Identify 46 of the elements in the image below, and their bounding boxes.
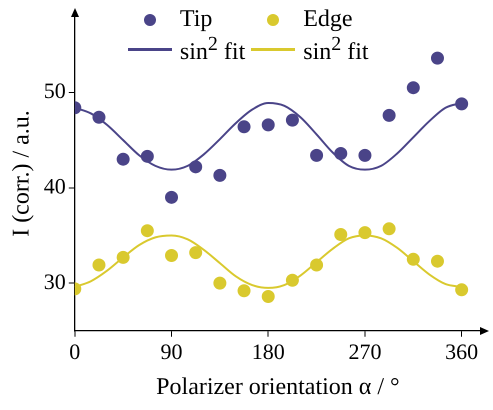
point: [165, 190, 178, 204]
y-tick-label: 50: [44, 78, 66, 104]
point: [286, 274, 299, 287]
point: [455, 97, 468, 110]
x-tick-label: 270: [348, 338, 382, 364]
legend-label: Edge: [303, 6, 353, 34]
point: [455, 283, 468, 296]
point: [92, 258, 106, 272]
point: [92, 110, 106, 124]
x-tick-label: 180: [252, 338, 285, 364]
point: [213, 276, 226, 290]
point: [286, 114, 299, 127]
point: [213, 168, 226, 182]
point: [334, 228, 348, 242]
point: [262, 118, 275, 132]
point: [334, 146, 348, 160]
point: [406, 252, 420, 266]
point: [430, 254, 444, 268]
point: [382, 222, 396, 236]
legend-label: sin$^{2}$ fit: [303, 33, 369, 66]
legend-label: Tip: [180, 6, 212, 34]
point: [382, 108, 396, 122]
x-tick-label: 0: [69, 338, 80, 364]
point: [406, 81, 420, 94]
y-tick-label: 30: [44, 268, 66, 294]
point: [358, 148, 372, 162]
point: [430, 52, 444, 65]
legend-label: sin$^{2}$ fit: [180, 33, 246, 66]
x-tick-label: 90: [160, 338, 183, 364]
x-tick-label: 360: [445, 338, 478, 364]
point: [165, 248, 178, 262]
point: [262, 290, 275, 303]
point: [189, 160, 202, 174]
x-axis-title: Polarizer orientation α / °: [156, 374, 400, 400]
point: [358, 226, 372, 240]
point: [310, 258, 324, 272]
point: [310, 148, 324, 162]
point: [238, 284, 251, 298]
point: [189, 246, 202, 260]
y-tick-label: 40: [44, 174, 66, 199]
point: [140, 150, 154, 163]
y-axis-title: I (corr.) / a.u.: [8, 110, 35, 237]
point: [238, 120, 251, 134]
point: [116, 152, 130, 166]
point: [140, 224, 154, 238]
point: [116, 250, 130, 264]
